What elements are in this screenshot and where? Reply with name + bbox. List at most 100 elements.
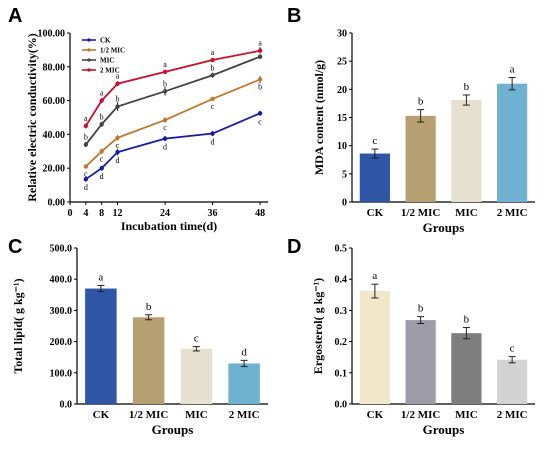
y-tick-label-d: 0.5 [335, 244, 348, 255]
bar-b [359, 153, 390, 202]
data-point-a [257, 77, 263, 82]
data-point-a [162, 69, 168, 75]
significance-letter-a: b [211, 63, 215, 72]
panel-label-b: B [287, 5, 301, 27]
data-point-a [115, 135, 120, 140]
chart-panel-c: 0.0 100.0 200.0 300.0 400.0 500.0 a CK b 1/2 MIC c… [11, 244, 268, 437]
category-label-d: CK [367, 409, 384, 421]
x-axis-title-b: Groups [423, 220, 465, 235]
data-point-a [99, 149, 104, 154]
significance-letter-a: b [258, 82, 262, 91]
y-tick-label-c: 500.0 [50, 244, 73, 255]
significance-letter-d: b [418, 303, 424, 315]
y-axis-title-c: Total lipid( g kg⁻¹) [11, 278, 25, 373]
y-tick-label-d: 0.2 [335, 337, 348, 348]
significance-letter-d: b [464, 314, 470, 326]
series-line-2 [85, 55, 261, 146]
data-point-a [210, 131, 215, 136]
significance-letter-a: c [211, 102, 215, 111]
y-tick-label-d: 0.1 [335, 368, 348, 379]
significance-letter-a: a [258, 39, 262, 48]
chart-panel-d: 0.0 0.1 0.2 0.3 0.4 0.5 a CK b 1/2 MIC b MIC c 2 MIC G… [311, 244, 535, 437]
bar-d [359, 291, 390, 404]
legend-label-a: CK [100, 37, 111, 45]
y-axis-title-a: Relative electric conductivity(%) [25, 33, 39, 202]
y-tick-label-d: 0.0 [335, 400, 348, 411]
significance-letter-c: d [241, 346, 247, 358]
data-point-a [257, 111, 263, 116]
bar-d [497, 359, 528, 404]
significance-letter-a: c [258, 117, 262, 126]
data-point-a [83, 142, 89, 147]
data-point-a [257, 48, 263, 53]
legend-label-a: MIC [100, 57, 114, 65]
data-point-a [115, 149, 120, 155]
category-label-d: 2 MIC [497, 409, 528, 421]
legend-marker-a [87, 48, 91, 52]
y-tick-label-a: 80.00 [43, 62, 66, 73]
chart-panel-b: 0 5 10 15 20 25 30 c CK b 1/2 MIC b MIC a 2 MIC Groups M… [312, 29, 535, 235]
significance-letter-a: a [116, 72, 120, 81]
y-tick-label-a: 60.00 [43, 96, 66, 107]
category-label-b: 1/2 MIC [401, 207, 440, 219]
significance-letter-a: a [100, 89, 104, 98]
y-tick-label-b: 5 [342, 169, 347, 180]
bar-c [180, 348, 213, 404]
significance-letter-c: a [98, 271, 103, 283]
category-label-c: 1/2 MIC [129, 409, 168, 421]
x-tick-label-a: 4 [83, 208, 88, 219]
x-tick-label-a: 0 [68, 208, 73, 219]
significance-letter-a: c [163, 123, 167, 132]
panel-label-c: C [8, 236, 22, 258]
bar-d [405, 320, 436, 404]
data-point-a [210, 96, 215, 102]
y-tick-label-b: 15 [337, 113, 347, 124]
y-tick-label-b: 0 [342, 198, 347, 209]
significance-letter-a: c [100, 154, 104, 163]
legend-label-a: 2 MIC [100, 67, 120, 75]
series-line-3 [85, 49, 261, 127]
significance-letter-a: d [211, 138, 215, 147]
significance-letter-a: d [116, 156, 120, 165]
y-tick-label-a: 20.00 [43, 164, 66, 175]
data-point-a [115, 81, 120, 86]
significance-letter-b: b [418, 96, 424, 108]
series-line-1 [85, 78, 261, 168]
y-tick-label-c: 100.0 [50, 368, 73, 379]
series-line-0 [85, 112, 261, 180]
y-tick-label-a: 100.00 [38, 29, 66, 40]
category-label-b: MIC [455, 207, 478, 219]
bar-c [85, 288, 117, 404]
significance-letter-a: d [100, 172, 104, 181]
data-point-a [162, 89, 168, 94]
significance-letter-d: c [510, 343, 515, 355]
data-point-a [162, 117, 168, 123]
x-axis-title-c: Groups [152, 422, 194, 437]
category-label-d: 1/2 MIC [401, 409, 440, 421]
data-point-a [99, 122, 104, 127]
y-axis-title-b: MDA content (nmol/g) [312, 60, 326, 175]
significance-letter-d: a [372, 270, 377, 282]
x-tick-label-a: 48 [255, 208, 265, 219]
x-tick-label-a: 24 [160, 208, 170, 219]
y-tick-label-c: 200.0 [50, 337, 73, 348]
y-tick-label-c: 400.0 [50, 275, 73, 286]
significance-letter-b: c [372, 135, 377, 147]
significance-letter-c: c [194, 333, 199, 345]
data-point-a [162, 136, 168, 141]
bar-d [451, 333, 482, 404]
category-label-b: CK [367, 207, 384, 219]
y-tick-label-b: 20 [337, 85, 347, 96]
x-axis-title-d: Groups [423, 422, 465, 437]
category-label-c: CK [93, 409, 110, 421]
data-point-a [99, 98, 104, 103]
category-label-c: 2 MIC [229, 409, 260, 421]
bar-b [451, 100, 482, 202]
significance-letter-c: b [146, 301, 152, 313]
x-tick-label-a: 12 [113, 208, 123, 219]
significance-letter-a: a [211, 48, 215, 57]
y-tick-label-b: 30 [337, 29, 347, 40]
significance-letter-a: b [163, 79, 167, 88]
